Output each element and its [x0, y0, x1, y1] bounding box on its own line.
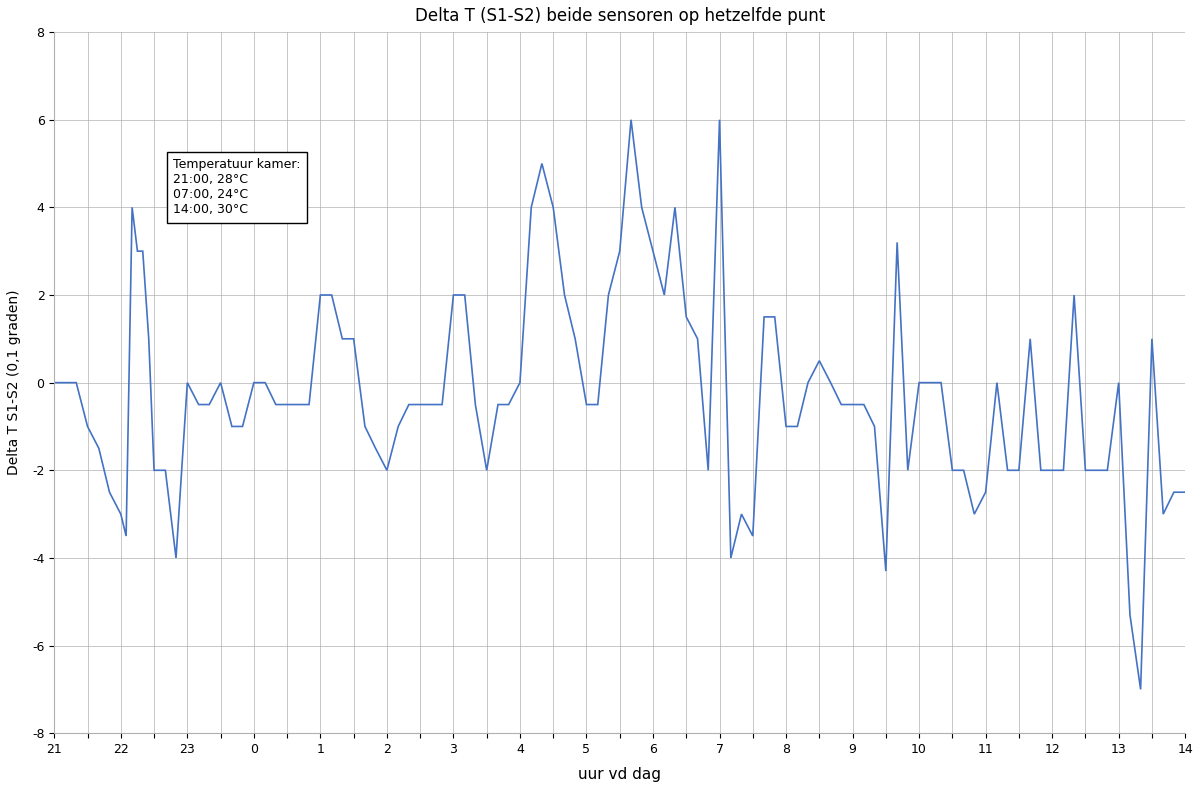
- Title: Delta T (S1-S2) beide sensoren op hetzelfde punt: Delta T (S1-S2) beide sensoren op hetzel…: [415, 7, 824, 25]
- Y-axis label: Delta T S1-S2 (0,1 graden): Delta T S1-S2 (0,1 graden): [7, 290, 20, 476]
- X-axis label: uur vd dag: uur vd dag: [578, 767, 661, 782]
- Text: Temperatuur kamer:
21:00, 28°C
07:00, 24°C
14:00, 30°C: Temperatuur kamer: 21:00, 28°C 07:00, 24…: [173, 159, 300, 216]
